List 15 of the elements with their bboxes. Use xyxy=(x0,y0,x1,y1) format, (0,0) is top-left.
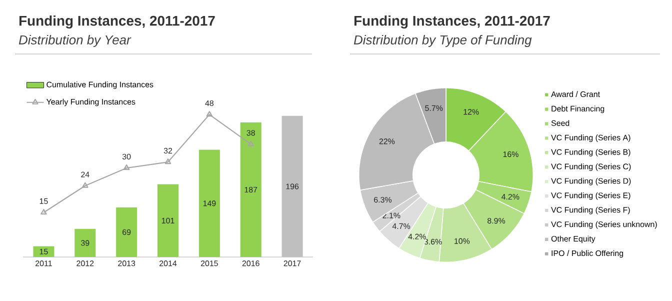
chart-subtitle: Distribution by Year xyxy=(18,34,132,48)
chart-title: Funding Instances, 2011-2017 xyxy=(19,15,215,29)
bar xyxy=(282,116,303,257)
point xyxy=(82,182,88,188)
bar xyxy=(116,207,138,257)
point xyxy=(123,164,130,170)
bar xyxy=(198,150,220,257)
point xyxy=(164,158,172,164)
bar xyxy=(158,184,178,257)
chart-title: Funding Instances, 2011-2017 xyxy=(354,15,550,29)
bar xyxy=(33,246,54,257)
point xyxy=(206,111,213,117)
bar xyxy=(240,122,262,257)
chart-subtitle: Distribution by Type of Funding xyxy=(354,34,532,48)
bar xyxy=(74,228,96,257)
